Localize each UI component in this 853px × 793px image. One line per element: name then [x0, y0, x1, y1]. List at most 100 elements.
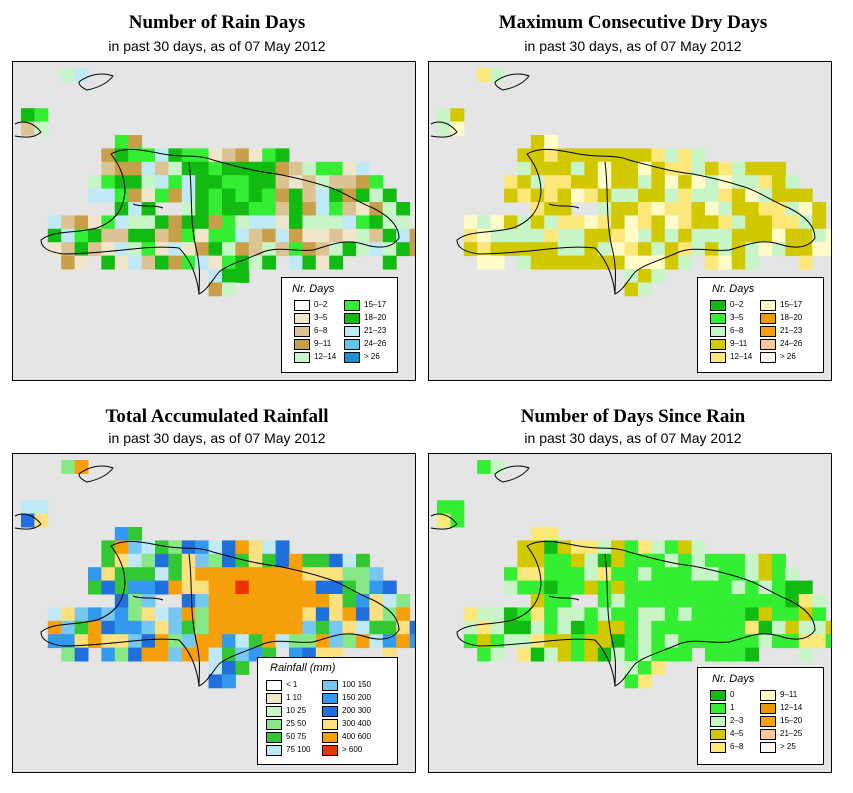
- legend-label: 1: [730, 703, 735, 712]
- grid-cell: [195, 553, 210, 568]
- grid-cell: [571, 647, 585, 662]
- grid-cell: [34, 500, 49, 515]
- legend-title: Nr. Days: [712, 283, 755, 295]
- legend-swatch: [760, 326, 776, 337]
- legend-swatch: [344, 352, 360, 363]
- grid-cell: [168, 634, 183, 649]
- grid-cell: [262, 634, 277, 649]
- grid-cell: [101, 567, 116, 582]
- grid-cell: [61, 620, 76, 635]
- grid-cell: [678, 255, 693, 270]
- grid-cell: [758, 188, 773, 203]
- grid-cell: [369, 607, 384, 622]
- grid-cell: [315, 202, 330, 216]
- legend-label: 21–23: [780, 326, 803, 335]
- grid-cell: [477, 215, 492, 230]
- grid-cell: [155, 188, 169, 203]
- grid-cell: [718, 202, 733, 216]
- grid-cell: [611, 647, 626, 662]
- grid-cell: [128, 620, 143, 635]
- grid-cell: [530, 634, 545, 649]
- legend-label: 15–17: [780, 300, 803, 309]
- grid-cell: [235, 175, 250, 190]
- grid-cell: [369, 567, 384, 582]
- grid-cell: [691, 148, 706, 163]
- grid-cell: [758, 215, 773, 230]
- grid-cell: [638, 148, 652, 163]
- grid-cell: [114, 148, 129, 163]
- grid-cell: [302, 553, 317, 568]
- grid-cell: [758, 580, 773, 595]
- grid-cell: [450, 500, 465, 515]
- grid-cell: [168, 161, 183, 176]
- grid-cell: [544, 255, 559, 270]
- grid-cell: [155, 255, 169, 270]
- grid-cell: [530, 175, 545, 190]
- grid-cell: [315, 553, 330, 568]
- grid-cell: [798, 255, 813, 270]
- grid-cell: [772, 620, 786, 635]
- grid-cell: [638, 540, 652, 555]
- grid-cell: [718, 188, 733, 203]
- grid-cell: [731, 620, 746, 635]
- grid-cell: [678, 148, 693, 163]
- grid-cell: [705, 215, 719, 230]
- grid-cell: [222, 255, 236, 270]
- grid-cell: [544, 188, 559, 203]
- grid-cell: [289, 161, 303, 176]
- grid-cell: [141, 620, 156, 635]
- grid-cell: [825, 634, 831, 649]
- grid-cell: [557, 580, 572, 595]
- grid-cell: [517, 242, 532, 257]
- grid-cell: [624, 607, 639, 622]
- legend-swatch: [760, 339, 776, 350]
- grid-cell: [141, 188, 156, 203]
- grid-cell: [262, 215, 277, 230]
- grid-cell: [289, 188, 303, 203]
- legend-label: 150 200: [342, 693, 371, 702]
- grid-cell: [597, 553, 612, 568]
- legend-swatch: [266, 732, 282, 743]
- grid-cell: [490, 647, 505, 662]
- grid-cell: [329, 215, 344, 230]
- grid-cell: [342, 620, 357, 635]
- grid-cell: [785, 202, 800, 216]
- map-grid: [14, 460, 415, 689]
- grid-cell: [168, 188, 183, 203]
- grid-cell: [651, 215, 666, 230]
- grid-cell: [611, 580, 626, 595]
- grid-cell: [61, 242, 76, 257]
- grid-cell: [275, 620, 290, 635]
- grid-cell: [222, 647, 236, 662]
- grid-cell: [168, 620, 183, 635]
- grid-cell: [248, 215, 263, 230]
- grid-cell: [396, 228, 411, 243]
- grid-cell: [396, 202, 411, 216]
- legend-swatch: [760, 313, 776, 324]
- grid-cell: [691, 594, 706, 608]
- grid-cell: [248, 540, 263, 555]
- grid-cell: [21, 513, 35, 528]
- grid-cell: [222, 620, 236, 635]
- island-outline: [430, 513, 458, 530]
- legend-label: 300 400: [342, 719, 371, 728]
- grid-cell: [262, 255, 277, 270]
- grid-cell: [557, 161, 572, 176]
- grid-cell: [141, 175, 156, 190]
- grid-cell: [718, 607, 733, 622]
- grid-cell: [222, 228, 236, 243]
- grid-cell: [342, 161, 357, 176]
- grid-cell: [651, 161, 666, 176]
- legend-swatch: [760, 300, 776, 311]
- grid-cell: [571, 634, 585, 649]
- grid-cell: [262, 175, 277, 190]
- grid-cell: [490, 607, 505, 622]
- map-total-rainfall: Rainfall (mm) < 1 1 10 10 25 25 50 50 75 75 1…: [12, 453, 416, 773]
- grid-cell: [356, 620, 370, 635]
- grid-cell: [638, 175, 652, 190]
- grid-cell: [289, 607, 303, 622]
- legend-swatch: [294, 300, 310, 311]
- grid-cell: [772, 580, 786, 595]
- grid-cell: [772, 202, 786, 216]
- grid-cell: [315, 215, 330, 230]
